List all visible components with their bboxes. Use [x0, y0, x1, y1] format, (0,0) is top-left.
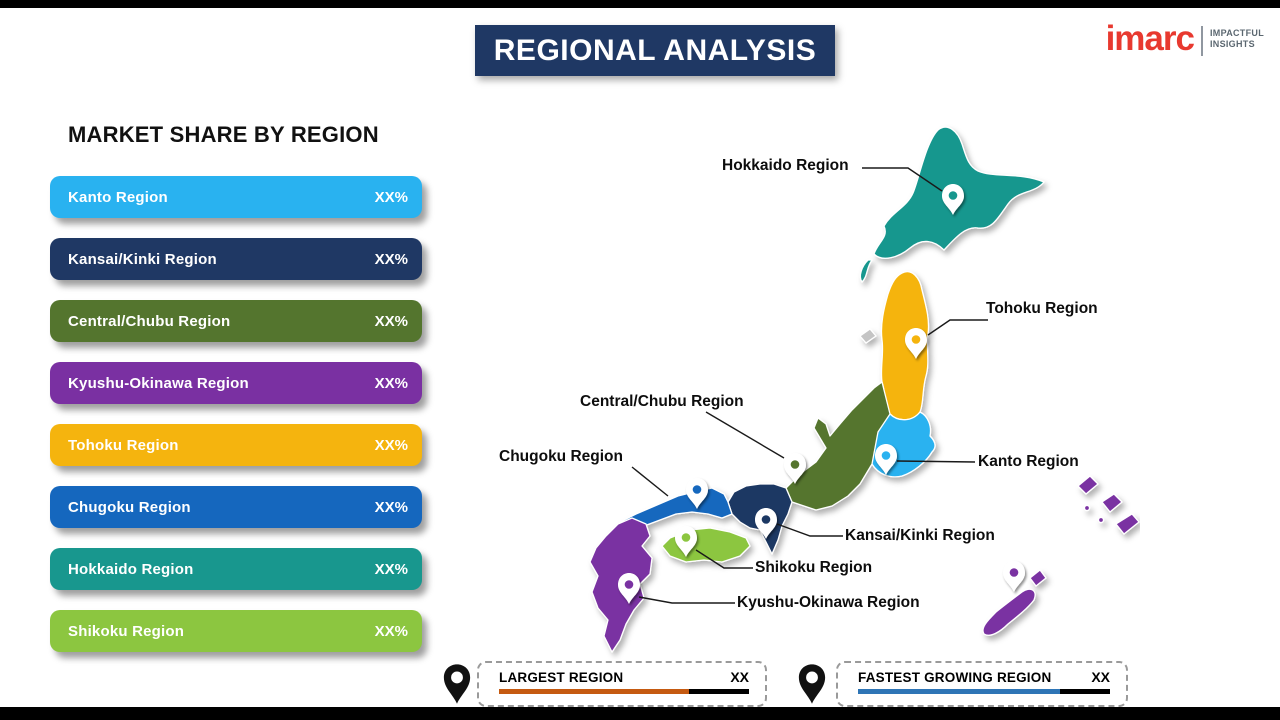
- item-value: XX%: [374, 250, 408, 268]
- connector-kyushu: [638, 596, 735, 604]
- logo-tagline-line2: INSIGHTS: [1209, 38, 1255, 49]
- largest-region-pin-icon: [443, 664, 471, 704]
- largest-region-bar-colored: [499, 689, 689, 694]
- map-label-kanto: Kanto Region: [978, 453, 1079, 470]
- fastest-region-pin-icon: [798, 664, 826, 704]
- pin-chubu-icon: [784, 453, 806, 484]
- map-label-chugoku: Chugoku Region: [499, 448, 623, 465]
- top-border-strip: [0, 0, 1280, 8]
- market-share-item-kansai: Kansai/Kinki Region XX%: [50, 238, 422, 280]
- pin-kansai-icon: [755, 508, 777, 539]
- pin-tohoku-icon: [905, 328, 927, 359]
- item-value: XX%: [374, 498, 408, 516]
- largest-region-value: XX: [730, 669, 749, 685]
- imarc-logo: imarc IMPACTFUL INSIGHTS: [1105, 19, 1264, 58]
- page-title-box: REGIONAL ANALYSIS: [475, 25, 835, 76]
- connector-chubu: [705, 411, 785, 459]
- pin-hokkaido-icon: [942, 184, 964, 215]
- page-title: REGIONAL ANALYSIS: [493, 33, 817, 67]
- map-label-tohoku: Tohoku Region: [986, 300, 1098, 317]
- largest-region-bar-black: [689, 689, 749, 694]
- connector-kanto: [896, 460, 976, 463]
- region-okinawa-islands: [982, 475, 1140, 636]
- fastest-region-label: FASTEST GROWING REGION: [858, 669, 1052, 685]
- fastest-region-bar-colored: [858, 689, 1060, 694]
- region-hokkaido-islet: [859, 259, 873, 283]
- item-value: XX%: [374, 622, 408, 640]
- pin-kanto-icon: [875, 444, 897, 475]
- item-value: XX%: [374, 374, 408, 392]
- item-label: Kyushu-Okinawa Region: [68, 374, 249, 392]
- fastest-region-value: XX: [1091, 669, 1110, 685]
- item-label: Kansai/Kinki Region: [68, 250, 217, 268]
- map-label-shikoku: Shikoku Region: [755, 559, 873, 576]
- item-label: Kanto Region: [68, 188, 168, 206]
- connector-kansai: [776, 523, 843, 537]
- item-label: Tohoku Region: [68, 436, 179, 454]
- fastest-region-bar: [858, 689, 1110, 694]
- map-label-hokkaido: Hokkaido Region: [722, 157, 849, 174]
- market-share-item-tohoku: Tohoku Region XX%: [50, 424, 422, 466]
- map-label-kansai: Kansai/Kinki Region: [845, 527, 995, 544]
- pin-chugoku-icon: [686, 478, 708, 509]
- largest-region-label: LARGEST REGION: [499, 669, 624, 685]
- market-share-item-chubu: Central/Chubu Region XX%: [50, 300, 422, 342]
- japan-map: [589, 126, 1140, 653]
- pin-okinawa-icon: [1003, 561, 1025, 592]
- connector-hokkaido: [862, 167, 943, 192]
- logo-tagline: IMPACTFUL INSIGHTS: [1210, 28, 1264, 50]
- item-label: Shikoku Region: [68, 622, 185, 640]
- market-share-list: Kanto Region XX% Kansai/Kinki Region XX%…: [50, 176, 422, 672]
- item-label: Central/Chubu Region: [68, 312, 231, 330]
- map-connector-lines: [631, 167, 988, 604]
- item-value: XX%: [374, 188, 408, 206]
- pin-kyushu-icon: [618, 573, 640, 604]
- item-value: XX%: [374, 436, 408, 454]
- largest-region-bar: [499, 689, 749, 694]
- market-share-item-kyushu: Kyushu-Okinawa Region XX%: [50, 362, 422, 404]
- market-share-item-hokkaido: Hokkaido Region XX%: [50, 548, 422, 590]
- map-pins: [618, 184, 1025, 604]
- logo-tagline-line1: IMPACTFUL: [1209, 28, 1264, 38]
- map-label-kyushu: Kyushu-Okinawa Region: [737, 594, 920, 611]
- fastest-region-bar-black: [1059, 689, 1110, 694]
- item-label: Hokkaido Region: [68, 560, 194, 578]
- islet-sado: [859, 328, 877, 344]
- bottom-border-strip: [0, 707, 1280, 720]
- imarc-brand-text: imarc: [1105, 19, 1195, 58]
- market-share-item-shikoku: Shikoku Region XX%: [50, 610, 422, 652]
- item-label: Chugoku Region: [68, 498, 191, 516]
- market-share-title: MARKET SHARE BY REGION: [68, 122, 379, 147]
- item-value: XX%: [374, 560, 408, 578]
- market-share-item-kanto: Kanto Region XX%: [50, 176, 422, 218]
- region-chubu: [785, 381, 891, 511]
- legend-fastest-growing-region: FASTEST GROWING REGION XX: [836, 661, 1128, 707]
- legend-largest-region: LARGEST REGION XX: [477, 661, 767, 707]
- pin-shikoku-icon: [675, 526, 697, 557]
- connector-chugoku: [631, 466, 669, 497]
- item-value: XX%: [374, 312, 408, 330]
- market-share-item-chugoku: Chugoku Region XX%: [50, 486, 422, 528]
- connector-tohoku: [927, 319, 988, 336]
- connector-shikoku: [695, 549, 753, 569]
- logo-divider: [1200, 26, 1203, 56]
- map-label-chubu: Central/Chubu Region: [580, 393, 744, 410]
